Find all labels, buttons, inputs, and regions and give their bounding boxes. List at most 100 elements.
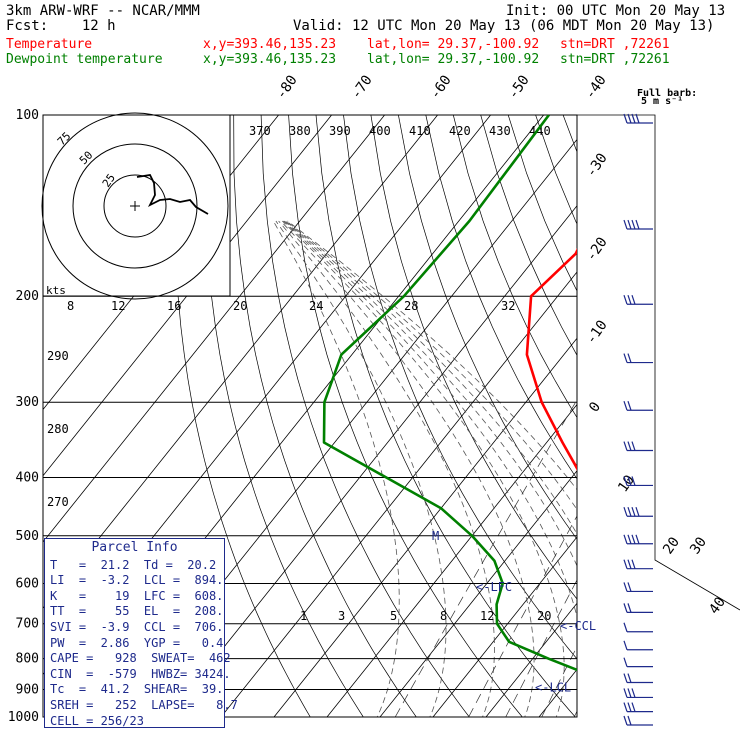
- wind-barb-flag: [627, 715, 632, 726]
- isobar-label: 300: [16, 395, 39, 410]
- dry-adiabat-line: [370, 115, 577, 600]
- isotherm-label: 40: [706, 594, 729, 617]
- isotherm-line: [43, 115, 386, 543]
- isobar-label: 400: [16, 470, 39, 485]
- dry-adiabat-line: [728, 115, 740, 730]
- isobar-label: 500: [16, 529, 39, 544]
- mixing-ratio-line: [573, 710, 577, 717]
- wind-barb-flag: [631, 295, 636, 305]
- theta-label: 370: [249, 124, 271, 138]
- dewpoint-legend-label: Dewpoint temperature: [6, 52, 163, 67]
- wind-barb-flag: [623, 441, 628, 451]
- isotherm-label: -10: [583, 317, 611, 347]
- wind-barb-flag: [623, 582, 628, 592]
- parcel-info-row: K = 19 LFC = 608.: [50, 588, 224, 603]
- theta-label: 410: [409, 124, 431, 138]
- sounding-traces: [322, 115, 577, 672]
- dry-adiabat-line: [591, 115, 740, 730]
- wind-barb-flag: [631, 507, 636, 517]
- theta-label: 380: [289, 124, 311, 138]
- isotherm-line: [273, 337, 577, 717]
- mixing-ratio-label: 28: [404, 299, 418, 313]
- parcel-info-row: SREH = 252 LAPSE= 8.7: [50, 697, 238, 712]
- isotherm-line: [43, 115, 333, 477]
- mixing-ratio-label: 5: [390, 609, 397, 623]
- isotherm-line: [220, 271, 577, 717]
- wind-barb-flag: [627, 113, 632, 124]
- wind-barb-flag: [627, 476, 632, 486]
- dry-adiabat-line: [452, 115, 577, 419]
- moist-adiabat-line: [280, 220, 535, 717]
- hodograph-units-label: kts: [46, 284, 66, 297]
- wind-barb-flag: [623, 476, 628, 486]
- wind-barb-flag: [623, 622, 628, 632]
- parcel-info-row: T = 21.2 Td = 20.2: [50, 557, 217, 572]
- moist-adiabat-line: [285, 220, 577, 535]
- parcel-info-row: SVI = -3.9 CCL = 706.: [50, 619, 224, 634]
- dry-adiabat-line: [315, 115, 576, 717]
- wind-barb-flag: [631, 219, 636, 230]
- isotherm-line: [43, 115, 280, 411]
- mixing-ratio-line: [541, 645, 577, 717]
- parcel-info-panel: Parcel Info T = 21.2 Td = 20.2 LI = -3.2 …: [44, 538, 238, 728]
- isobar-label: 100: [16, 108, 39, 123]
- forecast-hour: Fcst: 12 h: [6, 18, 116, 34]
- wind-barb-flag: [635, 507, 640, 517]
- level-marker-label: <-LCL: [535, 681, 571, 695]
- wind-barb-flag: [627, 534, 632, 544]
- theta-label: 430: [489, 124, 511, 138]
- wind-barb-flag: [631, 534, 636, 544]
- model-title: 3km ARW-WRF -- NCAR/MMM: [6, 3, 200, 19]
- isotherm-label: 20: [660, 534, 683, 557]
- dry-adiabat-line: [673, 115, 740, 730]
- isotherm-label: -70: [348, 72, 376, 102]
- mixing-ratio-label: 8: [440, 609, 447, 623]
- isotherm-label: 30: [687, 534, 710, 557]
- wind-barb-flag: [627, 559, 632, 569]
- dewpoint-xy: x,y=393.46,135.23: [203, 52, 337, 67]
- hodograph-ring: [41, 112, 229, 300]
- wind-barb-flag: [627, 507, 632, 517]
- isotherm-line: [432, 536, 577, 717]
- mixing-ratio-label: 20: [537, 609, 551, 623]
- hodograph-ring-label: 25: [100, 171, 118, 189]
- wind-barb-flag: [623, 353, 628, 363]
- isobar-label: 600: [16, 576, 39, 591]
- mixing-ratio-label: 12: [111, 299, 125, 313]
- theta-label: 290: [47, 349, 69, 363]
- wind-barb-flag: [627, 603, 632, 613]
- dry-adiabat-line: [425, 115, 577, 480]
- dry-adiabat-line: [562, 115, 577, 153]
- wind-barb-flag: [627, 295, 632, 305]
- dry-adiabat-line: [343, 115, 577, 660]
- isotherm-label: -50: [505, 72, 533, 102]
- mixing-ratio-label: 16: [167, 299, 181, 313]
- isotherm-label: -60: [427, 72, 455, 102]
- wind-barb-flag: [623, 640, 628, 650]
- parcel-info-row: Tc = 41.2 SHEAR= 39.: [50, 682, 224, 697]
- theta-label: 420: [449, 124, 471, 138]
- dry-adiabat-line: [645, 115, 740, 730]
- dry-adiabat-line: [535, 115, 577, 225]
- hodograph-center-icon: [130, 201, 140, 211]
- moist-adiabat-line: [278, 220, 495, 717]
- dry-adiabat-line: [700, 115, 740, 730]
- dry-adiabat-line: [288, 115, 523, 717]
- dewpoint-trace: [322, 115, 577, 672]
- theta-label: 270: [47, 495, 69, 509]
- hodograph-trace: [136, 174, 209, 215]
- wind-barb-flag: [623, 688, 628, 698]
- level-marker-label: <-CCL: [560, 619, 596, 633]
- dewpoint-latlon: lat,lon= 29.37,-100.92: [367, 52, 540, 67]
- wind-barb-flag: [631, 688, 636, 698]
- isotherm-label: -20: [583, 234, 611, 264]
- plot-frame: [42, 114, 578, 718]
- parcel-info-row: TT = 55 EL = 208.: [50, 604, 224, 619]
- dewpoint-station: stn=DRT ,72261: [560, 52, 670, 67]
- isotherm-label: -30: [583, 150, 611, 180]
- temperature-station: stn=DRT ,72261: [560, 37, 670, 52]
- wind-barb-flag: [627, 582, 632, 592]
- wind-barb-flag: [631, 559, 636, 569]
